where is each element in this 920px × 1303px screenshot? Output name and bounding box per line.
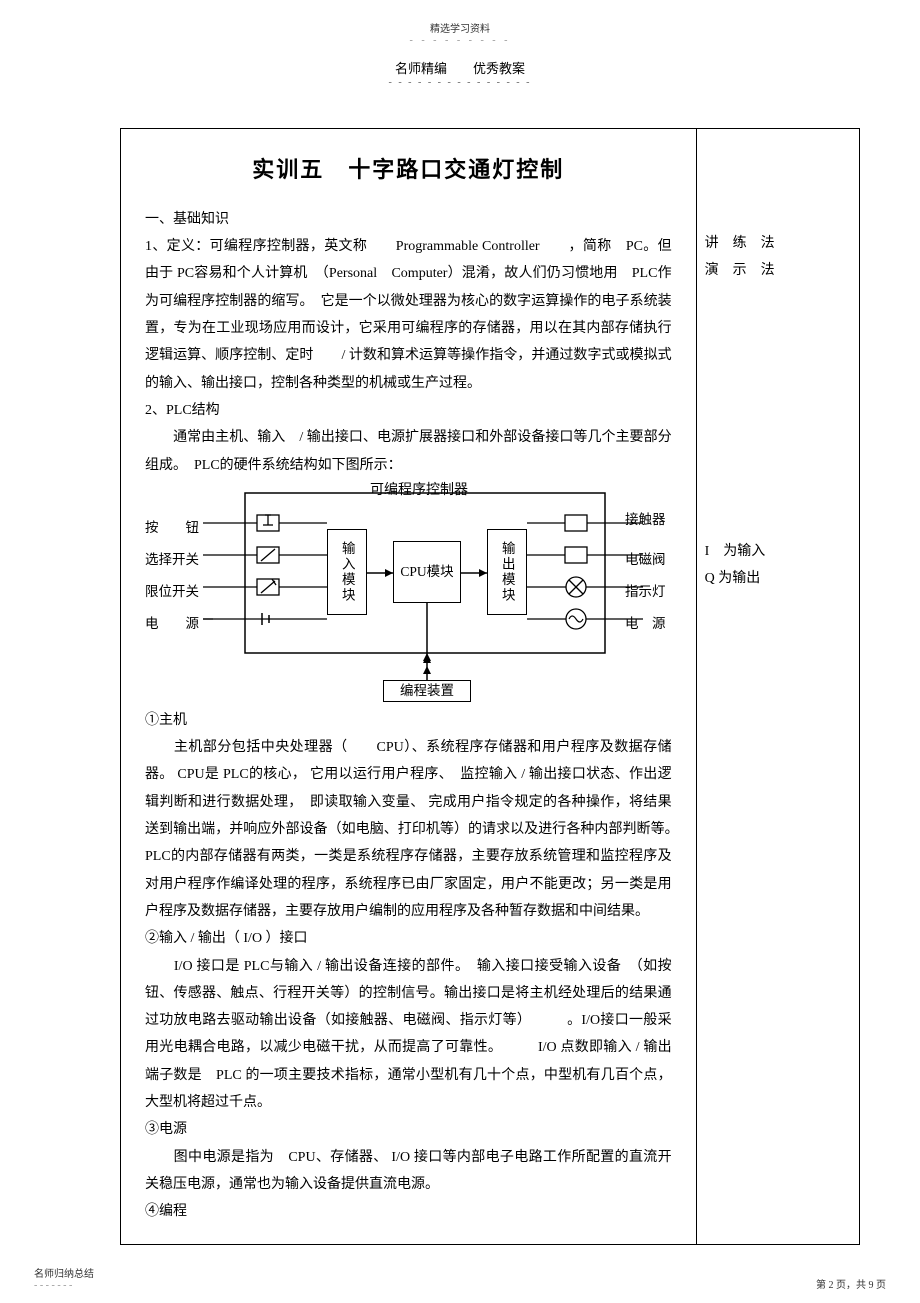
content-table: 实训五 十字路口交通灯控制 一、基础知识 1、定义：可编程序控制器，英文称 Pr… [121,129,859,1244]
paragraph: ②输入 / 输出（ I/O ）接口 [145,925,672,952]
side-note: 讲 练 法 [705,231,851,258]
footer-right: 第 2 页，共 9 页 [816,1276,886,1291]
header-dash: - - - - - - - - - [0,35,920,46]
input-label: 限位开关 [145,579,199,605]
cpu-box: CPU模块 [393,541,461,603]
input-label: 按 钮 [145,515,199,541]
side-note: I 为输入 [705,539,851,566]
output-module-label: 输出模块 [498,541,516,603]
output-label: 接触器 [625,507,666,533]
paragraph: ③电源 [145,1116,672,1143]
content-frame: 实训五 十字路口交通灯控制 一、基础知识 1、定义：可编程序控制器，英文称 Pr… [120,128,860,1245]
section-heading: 一、基础知识 [145,206,672,233]
paragraph: 主机部分包括中央处理器（ CPU）、系统程序存储器和用户程序及数据存储器。 CP… [145,734,672,925]
side-note: Q 为输出 [705,566,851,593]
page-header: 精选学习资料 - - - - - - - - - 名师精编 优秀教案 - - -… [0,0,920,88]
paragraph: 1、定义：可编程序控制器，英文称 Programmable Controller… [145,233,672,397]
input-label: 选择开关 [145,547,199,573]
output-label: 电 源 [625,611,666,637]
footer-left: 名师归纳总结 - - - - - - - [34,1265,94,1291]
input-module-label: 输入模块 [338,541,356,603]
paragraph: 图中电源是指为 CPU、存储器、 I/O 接口等内部电子电路工作所配置的直流开关… [145,1144,672,1199]
output-label: 指示灯 [625,579,666,605]
side-column: 讲 练 法 演 示 法 I 为输入 Q 为输出 [697,129,859,1244]
page: 精选学习资料 - - - - - - - - - 名师精编 优秀教案 - - -… [0,0,920,1303]
paragraph: 2、PLC结构 [145,397,672,424]
footer-left-dash: - - - - - - - [34,1280,72,1291]
plc-diagram: 可编程序控制器 按 钮 选择开关 限位开关 电 源 接触器 电磁阀 指示灯 电 … [145,485,705,703]
footer-left-text: 名师归纳总结 [34,1269,94,1280]
side-note: 演 示 法 [705,258,851,285]
header-small: 精选学习资料 [0,20,920,35]
diagram-title: 可编程序控制器 [370,477,468,504]
header-sub-dash: - - - - - - - - - - - - - - - [0,77,920,88]
paragraph: I/O 接口是 PLC与输入 / 输出设备连接的部件。 输入接口接受输入设备 （… [145,953,672,1117]
input-module-box: 输入模块 [327,529,367,615]
output-label: 电磁阀 [625,547,666,573]
cpu-label: CPU模块 [400,563,453,581]
output-module-box: 输出模块 [487,529,527,615]
paragraph: ④编程 [145,1198,672,1225]
paragraph: 通常由主机、输入 / 输出接口、电源扩展器接口和外部设备接口等几个主要部分组成。… [145,424,672,479]
lesson-title: 实训五 十字路口交通灯控制 [145,149,672,192]
programmer-box: 编程装置 [383,680,471,702]
main-column: 实训五 十字路口交通灯控制 一、基础知识 1、定义：可编程序控制器，英文称 Pr… [121,129,697,1244]
programmer-label: 编程装置 [400,682,454,700]
header-sub: 名师精编 优秀教案 [0,58,920,77]
paragraph: ①主机 [145,707,672,734]
input-label: 电 源 [145,611,199,637]
